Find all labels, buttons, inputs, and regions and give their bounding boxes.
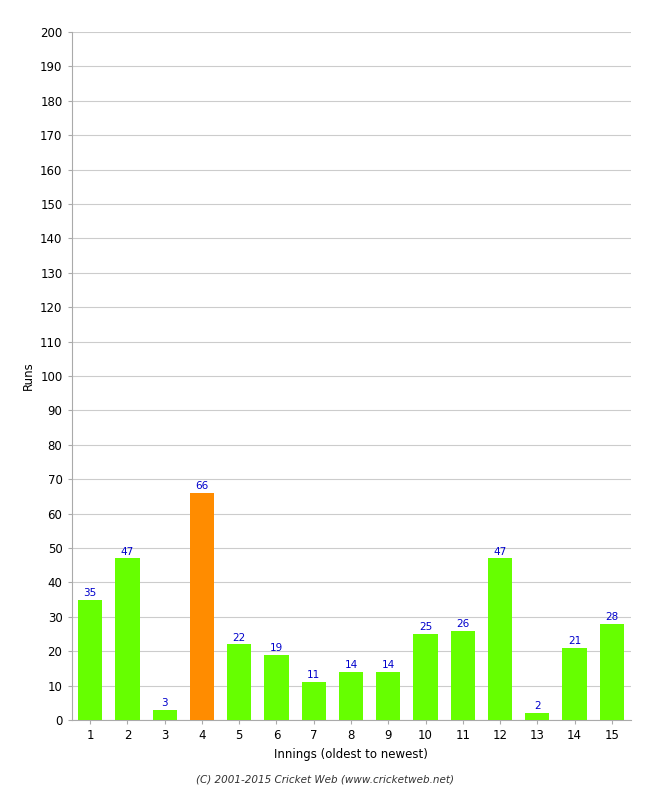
Text: 11: 11 — [307, 670, 320, 681]
Text: 47: 47 — [493, 546, 507, 557]
Bar — [488, 558, 512, 720]
Text: 14: 14 — [382, 660, 395, 670]
Bar — [115, 558, 140, 720]
Text: 22: 22 — [233, 633, 246, 642]
Y-axis label: Runs: Runs — [21, 362, 34, 390]
X-axis label: Innings (oldest to newest): Innings (oldest to newest) — [274, 747, 428, 761]
Bar — [339, 672, 363, 720]
Text: (C) 2001-2015 Cricket Web (www.cricketweb.net): (C) 2001-2015 Cricket Web (www.cricketwe… — [196, 774, 454, 784]
Text: 3: 3 — [161, 698, 168, 708]
Bar — [227, 644, 252, 720]
Bar — [450, 630, 475, 720]
Bar — [78, 600, 102, 720]
Text: 19: 19 — [270, 643, 283, 653]
Bar — [376, 672, 400, 720]
Bar — [190, 493, 214, 720]
Text: 66: 66 — [195, 482, 209, 491]
Bar — [413, 634, 437, 720]
Text: 25: 25 — [419, 622, 432, 632]
Bar — [562, 648, 587, 720]
Bar — [525, 713, 549, 720]
Bar — [153, 710, 177, 720]
Text: 21: 21 — [568, 636, 581, 646]
Text: 26: 26 — [456, 619, 469, 629]
Text: 2: 2 — [534, 702, 541, 711]
Text: 14: 14 — [344, 660, 358, 670]
Text: 35: 35 — [83, 588, 97, 598]
Bar — [600, 624, 624, 720]
Text: 47: 47 — [121, 546, 134, 557]
Bar — [265, 654, 289, 720]
Text: 28: 28 — [605, 612, 619, 622]
Bar — [302, 682, 326, 720]
